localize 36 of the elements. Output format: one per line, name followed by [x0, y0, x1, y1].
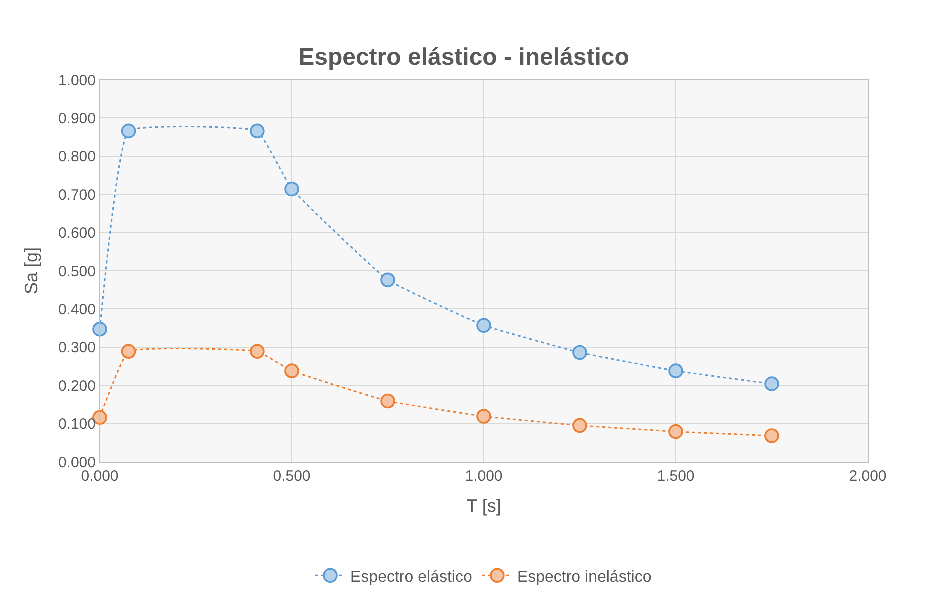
x-tick-label: 2.000 [849, 468, 887, 485]
y-tick-label: 0.900 [58, 110, 96, 128]
point [668, 424, 684, 440]
x-tick-label: 1.500 [657, 468, 695, 485]
point [380, 272, 396, 288]
point [764, 428, 780, 444]
y-tick-label: 1.000 [58, 72, 96, 90]
chart-title: Espectro elástico - inelástico [298, 44, 630, 72]
point [92, 322, 108, 337]
point [284, 182, 300, 197]
point [572, 418, 588, 434]
x-tick-label: 0.500 [273, 468, 311, 485]
legend-label: Espectro inelástico [517, 568, 652, 586]
x-axis-title: T [s] [466, 496, 502, 516]
point [250, 124, 265, 139]
point [284, 364, 300, 378]
y-tick-label: 0.800 [58, 148, 96, 166]
y-tick-label: 0.700 [58, 186, 96, 204]
legend-label: Espectro elástico [350, 568, 472, 586]
y-axis-title: Sa [g] [22, 247, 42, 295]
y-tick-label: 0.100 [58, 416, 96, 434]
x-tick-label: 1.000 [465, 468, 503, 485]
point [121, 344, 136, 359]
y-tick-label: 0.300 [58, 340, 96, 357]
y-tick-label: 0.400 [58, 301, 96, 318]
point [476, 409, 492, 424]
point [764, 376, 780, 392]
point [121, 124, 136, 139]
y-tick-label: 0.500 [58, 263, 96, 280]
point [668, 364, 684, 378]
y-tick-label: 0.200 [58, 378, 96, 395]
point [476, 318, 492, 334]
point [380, 394, 396, 409]
y-tick-label: 0.600 [58, 225, 96, 242]
point [572, 345, 588, 360]
point [250, 344, 265, 359]
